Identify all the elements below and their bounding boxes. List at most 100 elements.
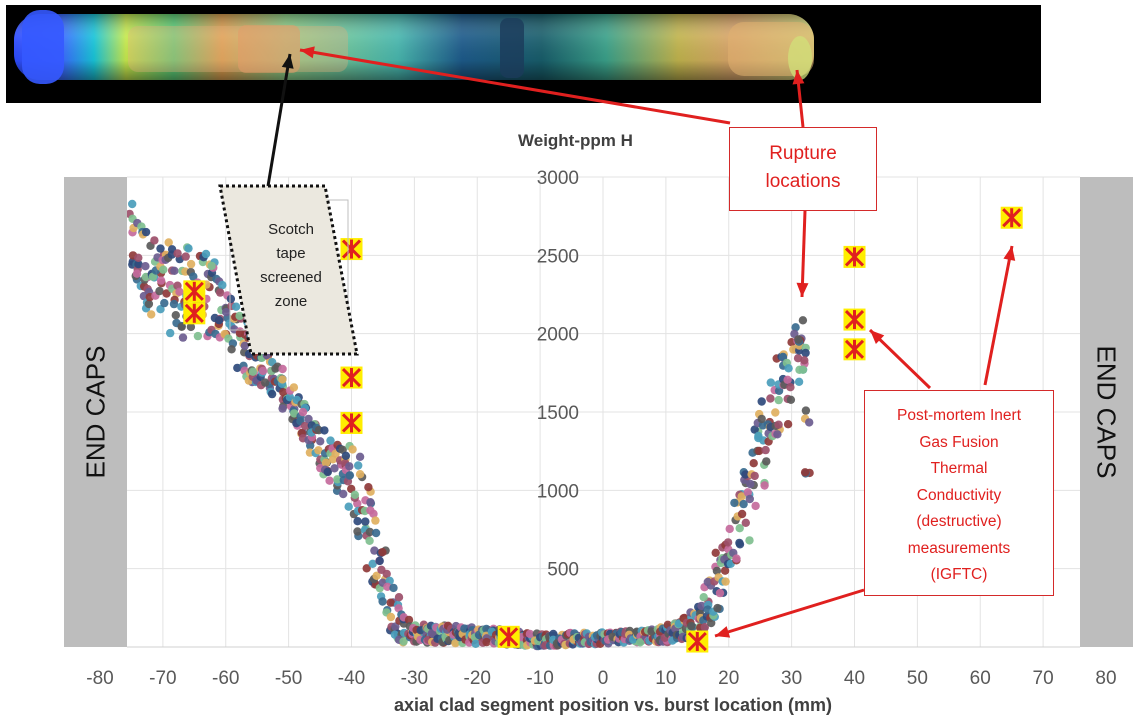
data-point xyxy=(801,349,809,357)
data-point xyxy=(721,577,729,585)
data-point xyxy=(202,250,210,258)
scotch-tape-zone: Scotchtapescreenedzone xyxy=(215,182,365,357)
data-point xyxy=(472,640,480,648)
igftc-line-5: (destructive) xyxy=(865,509,1053,536)
rupture-arrow-plot xyxy=(796,211,808,297)
data-point xyxy=(786,383,794,391)
data-point xyxy=(784,420,792,428)
data-point xyxy=(128,200,136,208)
data-point xyxy=(746,495,754,503)
x-tick-label-6: -20 xyxy=(464,668,491,689)
data-point xyxy=(159,266,167,274)
data-point xyxy=(299,408,307,416)
data-point xyxy=(346,471,354,479)
igftc-marker-0 xyxy=(183,280,205,302)
data-point xyxy=(268,390,276,398)
data-point xyxy=(716,589,724,597)
end-caps-right-label: END CAPS xyxy=(1091,346,1122,479)
data-point xyxy=(182,252,190,260)
igftc-arrow-15 xyxy=(715,590,864,638)
x-tick-label-16: 80 xyxy=(1095,668,1116,689)
igftc-arrow-65 xyxy=(985,246,1015,385)
data-point xyxy=(179,333,187,341)
x-tick-label-0: -80 xyxy=(86,668,113,689)
data-point xyxy=(142,228,150,236)
data-point xyxy=(366,506,374,514)
data-point xyxy=(713,604,721,612)
rupture-callout-line-2: locations xyxy=(730,168,876,196)
data-point xyxy=(278,404,286,412)
igftc-marker-7 xyxy=(844,246,866,268)
x-tick-label-5: -30 xyxy=(401,668,428,689)
data-point xyxy=(187,260,195,268)
y-tick-label-0: 500 xyxy=(547,560,579,581)
data-point xyxy=(389,584,397,592)
data-point xyxy=(166,329,174,337)
igftc-line-4: Conductivity xyxy=(865,483,1053,510)
igftc-line-3: Thermal xyxy=(865,456,1053,483)
data-point xyxy=(766,394,774,402)
data-point xyxy=(184,244,192,252)
data-point xyxy=(170,267,178,275)
data-point xyxy=(348,445,356,453)
data-point xyxy=(339,490,347,498)
data-point xyxy=(326,436,334,444)
data-point xyxy=(371,516,379,524)
data-point xyxy=(758,397,766,405)
x-tick-label-7: -10 xyxy=(526,668,553,689)
igftc-line-7: (IGFTC) xyxy=(865,562,1053,589)
data-point xyxy=(799,316,807,324)
data-point xyxy=(700,593,708,601)
data-point xyxy=(745,536,753,544)
data-point xyxy=(345,462,353,470)
data-point xyxy=(290,383,298,391)
data-point xyxy=(160,299,168,307)
scotch-text-line-2: tape xyxy=(276,245,305,262)
y-tick-label-4: 2500 xyxy=(537,246,579,267)
data-point xyxy=(342,452,350,460)
data-point xyxy=(730,499,738,507)
data-point xyxy=(157,276,165,284)
y-tick-label-5: 3000 xyxy=(537,168,579,189)
data-point xyxy=(356,453,364,461)
rupture-callout-line-1: Rupture xyxy=(730,140,876,168)
data-point xyxy=(799,366,807,374)
data-point xyxy=(356,470,364,478)
data-point xyxy=(353,527,361,535)
data-point xyxy=(387,599,395,607)
x-tick-label-1: -70 xyxy=(149,668,176,689)
data-point xyxy=(376,557,384,565)
igftc-marker-9 xyxy=(844,338,866,360)
x-tick-label-2: -60 xyxy=(212,668,239,689)
data-point xyxy=(761,446,769,454)
scotch-text-line-4: zone xyxy=(275,293,308,310)
igftc-callout: Post-mortem Inert Gas Fusion Thermal Con… xyxy=(864,390,1054,596)
data-point xyxy=(378,548,386,556)
x-tick-label-4: -40 xyxy=(338,668,365,689)
data-point xyxy=(366,498,374,506)
data-point xyxy=(773,430,781,438)
data-point xyxy=(687,622,695,630)
data-point xyxy=(316,437,324,445)
data-point xyxy=(771,408,779,416)
igftc-marker-4 xyxy=(341,412,363,434)
data-point xyxy=(354,461,362,469)
x-tick-label-12: 40 xyxy=(844,668,865,689)
y-tick-labels: 500 1000 1500 2000 2500 3000 xyxy=(537,168,579,581)
igftc-line-6: measurements xyxy=(865,536,1053,563)
data-point xyxy=(795,378,803,386)
igftc-marker-6 xyxy=(686,631,708,653)
data-point xyxy=(259,367,267,375)
data-point xyxy=(372,529,380,537)
data-point xyxy=(361,517,369,525)
data-point xyxy=(784,364,792,372)
data-point xyxy=(133,270,141,278)
data-point xyxy=(775,396,783,404)
data-point xyxy=(783,376,791,384)
data-point xyxy=(794,335,802,343)
data-point xyxy=(805,418,813,426)
data-point xyxy=(172,311,180,319)
x-tick-label-11: 30 xyxy=(781,668,802,689)
